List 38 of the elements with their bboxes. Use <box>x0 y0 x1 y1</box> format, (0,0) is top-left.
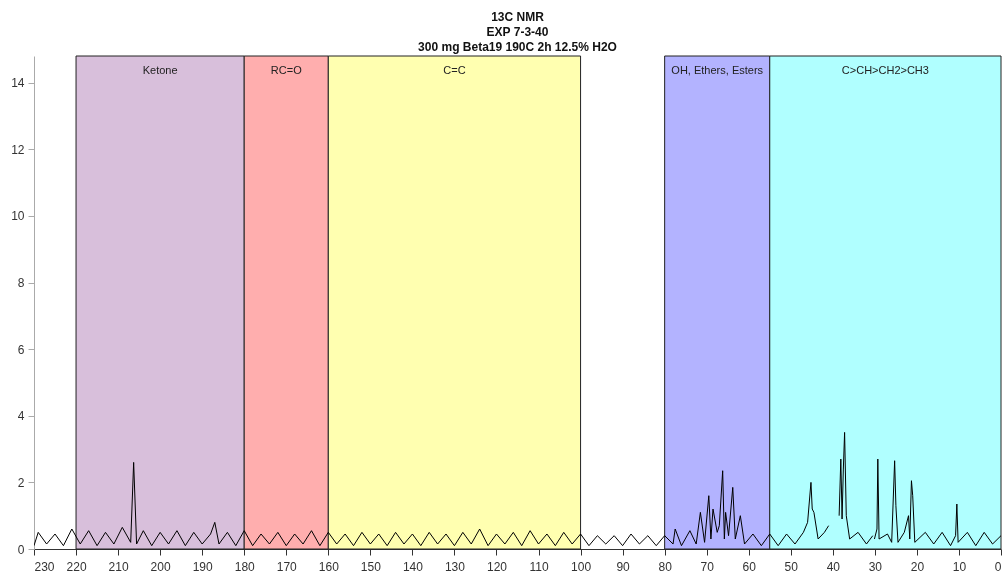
x-tick-label: 210 <box>108 559 129 574</box>
x-tick-label: 60 <box>742 559 757 574</box>
y-tick-label: 2 <box>17 475 25 490</box>
x-tick-label: 110 <box>529 559 549 574</box>
y-tick-label: 8 <box>17 276 25 291</box>
x-tick-label: 130 <box>444 559 466 574</box>
band-label: OH, Ethers, Esters <box>671 64 764 76</box>
x-tick-label: 70 <box>700 559 715 574</box>
y-tick-label: 10 <box>11 209 25 224</box>
band-label: C=C <box>443 64 466 76</box>
x-tick-label: 80 <box>658 559 673 574</box>
y-tick-label: 14 <box>11 76 25 91</box>
x-tick-label: 100 <box>571 559 592 574</box>
x-tick-label: 230 <box>34 559 55 574</box>
y-tick-label: 12 <box>11 142 25 157</box>
x-tick-label: 30 <box>868 559 883 574</box>
x-tick-label: 90 <box>616 559 631 574</box>
x-tick-label: 10 <box>952 559 967 574</box>
x-tick-label: 170 <box>276 559 298 574</box>
x-tick-label: 160 <box>318 559 340 574</box>
y-tick-label: 0 <box>17 542 25 557</box>
x-tick-label: 140 <box>402 559 424 574</box>
x-tick-label: 180 <box>234 559 256 574</box>
y-tick-label: 4 <box>17 409 25 424</box>
x-tick-label: 40 <box>826 559 841 574</box>
x-tick-label: 0 <box>994 559 1002 574</box>
x-tick-label: 120 <box>486 559 508 574</box>
x-tick-label: 190 <box>192 559 214 574</box>
x-tick-label: 220 <box>66 559 87 574</box>
band-label: Ketone <box>142 64 178 76</box>
x-tick-label: 50 <box>784 559 799 574</box>
chart-title: 13C NMR EXP 7-3-40 300 mg Beta19 190C 2h 12.5% H2O <box>418 9 617 54</box>
band-label: RC=O <box>270 64 303 76</box>
x-tick-label: 200 <box>150 559 171 574</box>
band-label: C>CH>CH2>CH3 <box>841 64 929 76</box>
x-tick-label: 150 <box>360 559 382 574</box>
y-tick-label: 6 <box>17 342 25 357</box>
x-tick-label: 20 <box>910 559 925 574</box>
